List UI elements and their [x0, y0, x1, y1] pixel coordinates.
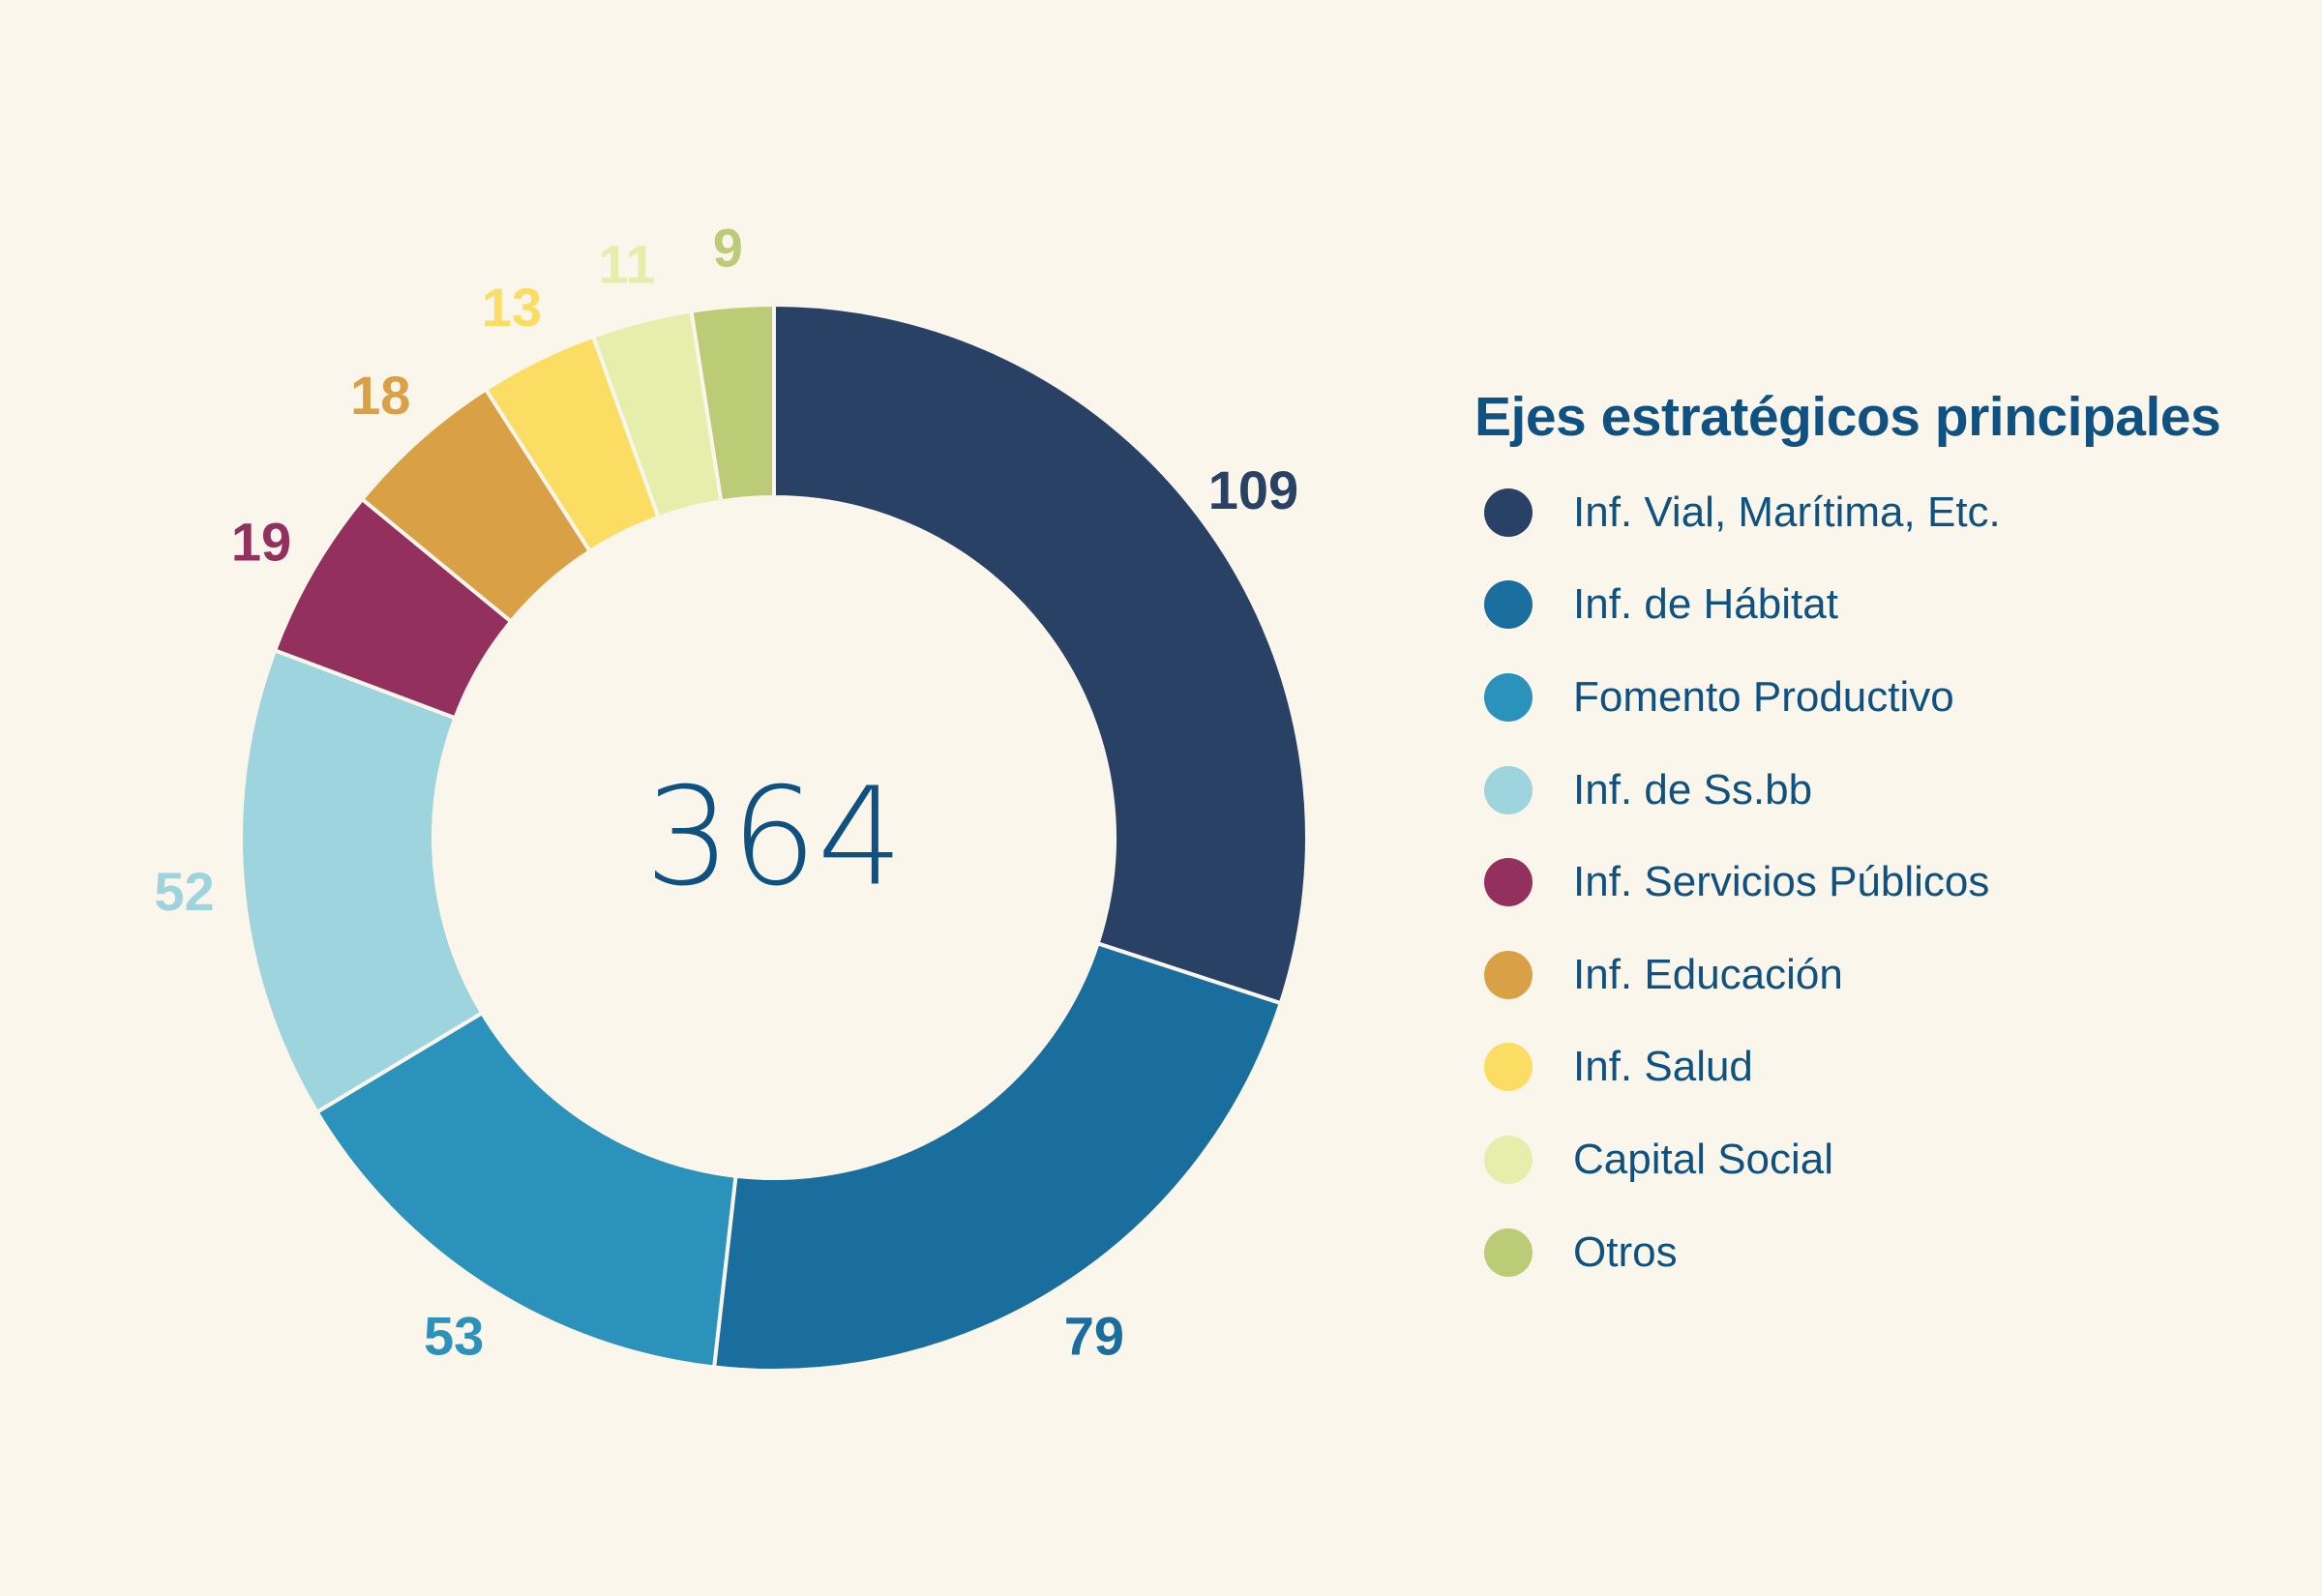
legend-swatch	[1484, 765, 1533, 814]
donut-slice-9	[689, 302, 776, 504]
legend-swatch	[1484, 580, 1533, 630]
value-label-8: 11	[598, 234, 655, 295]
legend-label: Inf. de Ss.bb	[1573, 765, 1813, 813]
legend-label: Inf. Salud	[1573, 1043, 1753, 1091]
value-label-3: 53	[424, 1305, 484, 1366]
legend: Ejes estratégicos principales Inf. Vial,…	[1474, 385, 2221, 1299]
legend-swatch	[1484, 1227, 1533, 1277]
donut-slice-3	[313, 1010, 738, 1370]
value-label-4: 52	[154, 861, 214, 922]
legend-swatch	[1484, 1135, 1533, 1184]
legend-title: Ejes estratégicos principales	[1474, 386, 2221, 448]
legend-item: Otros	[1474, 1206, 2220, 1299]
legend-label: Inf. de Hábitat	[1573, 580, 1838, 629]
legend-item: Inf. Salud	[1474, 1021, 2220, 1114]
legend-label: Capital Social	[1573, 1135, 1834, 1183]
value-label-1: 109	[1208, 459, 1298, 520]
legend-item: Inf. Vial, Marítima, Etc.	[1474, 466, 2220, 559]
value-label-5: 19	[231, 512, 291, 573]
legend-swatch	[1484, 1043, 1533, 1092]
legend-swatch	[1484, 488, 1533, 537]
value-label-9: 9	[713, 217, 743, 278]
legend-item: Inf. Educación	[1474, 929, 2220, 1021]
donut-slice-1	[772, 302, 1310, 1006]
legend-item: Inf. de Hábitat	[1474, 559, 2220, 652]
donut-slice-2	[711, 940, 1284, 1373]
legend-label: Otros	[1573, 1227, 1678, 1276]
legend-label: Inf. Educación	[1573, 950, 1843, 998]
value-label-2: 79	[1064, 1305, 1124, 1366]
legend-label: Inf. Vial, Marítima, Etc.	[1573, 488, 2001, 536]
legend-swatch	[1484, 950, 1533, 999]
legend-item: Fomento Productivo	[1474, 651, 2220, 744]
value-label-6: 18	[350, 365, 410, 426]
legend-swatch	[1484, 672, 1533, 722]
legend-label: Fomento Productivo	[1573, 672, 1954, 721]
legend-item: Inf. Servicios Públicos	[1474, 836, 2220, 929]
value-label-7: 13	[482, 277, 542, 338]
legend-swatch	[1484, 858, 1533, 907]
legend-item: Capital Social	[1474, 1113, 2220, 1206]
legend-label: Inf. Servicios Públicos	[1573, 858, 1990, 906]
legend-item: Inf. de Ss.bb	[1474, 744, 2220, 837]
donut-slice-4	[239, 647, 485, 1115]
center-total-label: 364	[644, 759, 903, 917]
